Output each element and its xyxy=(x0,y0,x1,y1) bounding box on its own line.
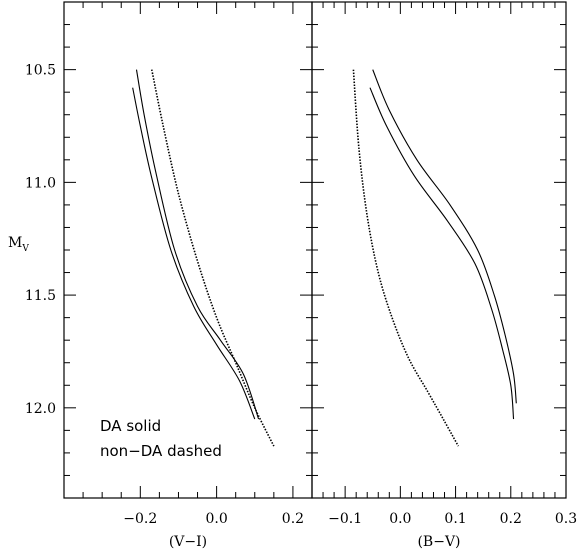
non-da-curve-2 xyxy=(150,69,275,447)
y-tick-label: 11.0 xyxy=(25,175,56,191)
y-tick-label: 11.5 xyxy=(25,288,56,304)
x-tick-label: −0.2 xyxy=(123,511,157,527)
da-curve-1 xyxy=(132,87,256,420)
y-tick-label: 12.0 xyxy=(25,401,56,417)
legend-annotation: DA solid xyxy=(100,417,161,435)
x-axis-title: (V−I) xyxy=(169,534,207,550)
y-axis-title: MV xyxy=(8,235,29,254)
da-curve-0 xyxy=(372,69,517,404)
x-tick-label: 0.1 xyxy=(444,511,466,527)
x-tick-label: 0.3 xyxy=(555,511,577,527)
x-tick-label: −0.1 xyxy=(328,511,362,527)
non-da-curve-2 xyxy=(352,69,460,447)
x-tick-label: 0.0 xyxy=(205,511,227,527)
da-curve-1 xyxy=(369,87,515,420)
panel-left: −0.2 0.0 0.2 10.5 11.0 11.5 12.0 (V−I) DA solid n… xyxy=(25,1,313,550)
plot-frame xyxy=(311,1,567,499)
x-axis-title: (B−V) xyxy=(417,534,460,550)
x-tick-label: 0.2 xyxy=(282,511,304,527)
x-tick-label: 0.2 xyxy=(500,511,522,527)
da-curve-0 xyxy=(135,69,260,420)
legend-annotation: non−DA dashed xyxy=(100,442,222,460)
panel-right: −0.1 0.0 0.1 0.2 0.3 (B−V) xyxy=(311,1,577,550)
x-tick-label: 0.0 xyxy=(389,511,411,527)
y-tick-label: 10.5 xyxy=(25,63,56,79)
